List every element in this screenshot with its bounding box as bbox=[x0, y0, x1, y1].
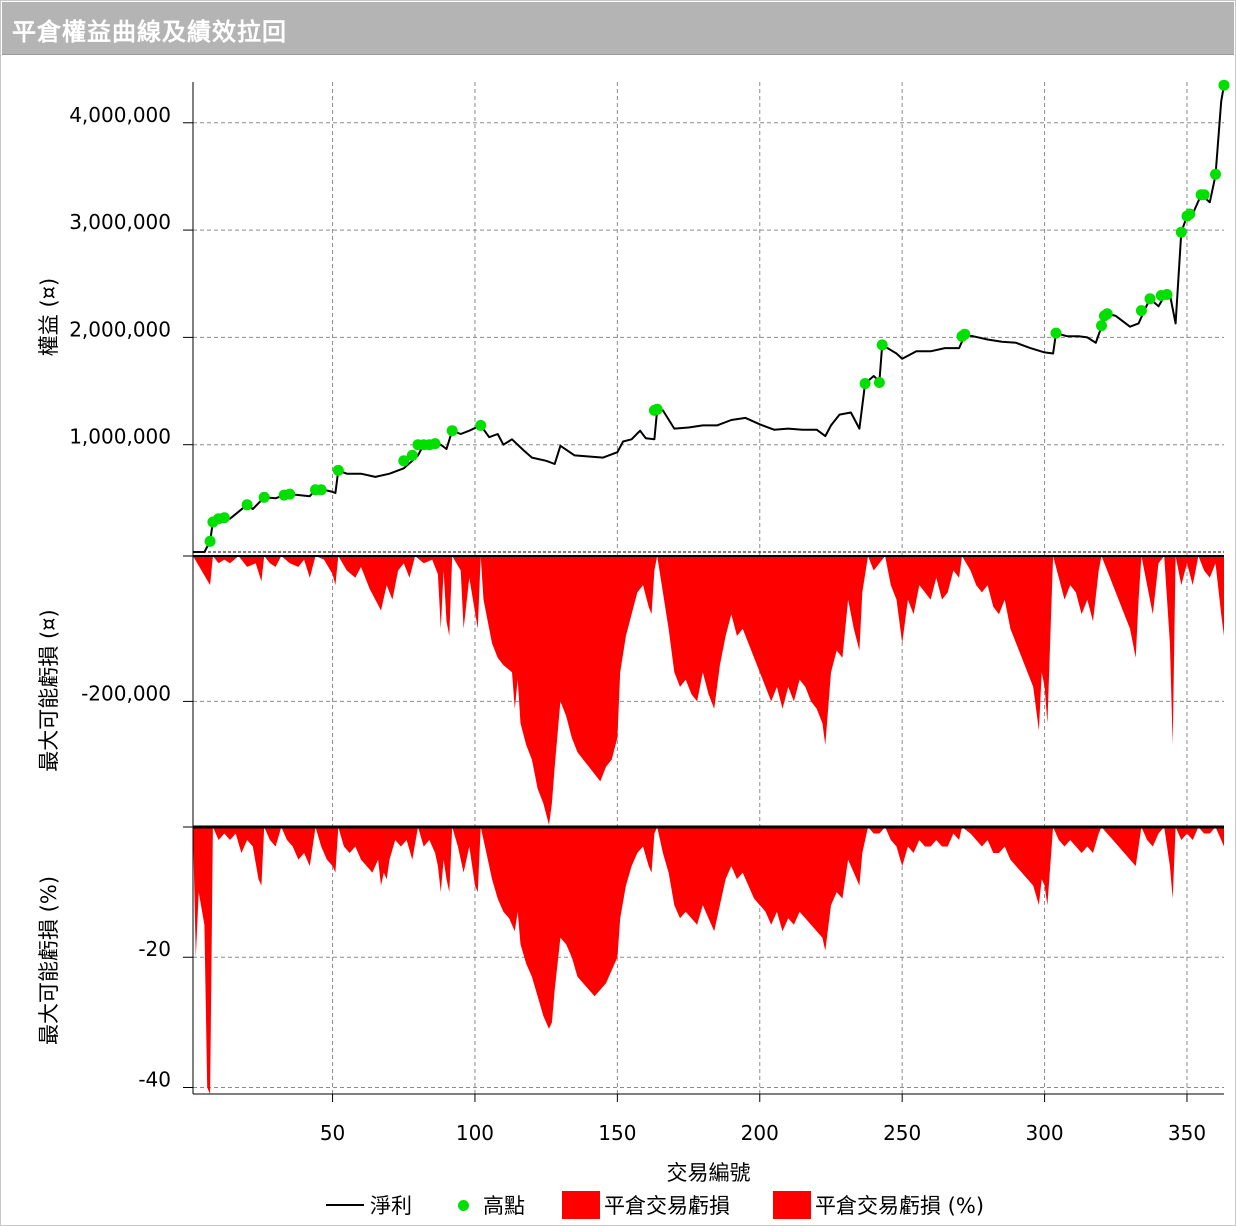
legend-label-peak: 高點 bbox=[483, 1194, 525, 1218]
title-bar: 平倉權益曲線及績效拉回 bbox=[2, 2, 1234, 55]
window-title: 平倉權益曲線及績效拉回 bbox=[12, 18, 287, 46]
peak-marker bbox=[398, 455, 410, 467]
peak-marker bbox=[1101, 308, 1113, 320]
legend-box-swatch bbox=[562, 1191, 600, 1219]
peak-marker bbox=[1210, 168, 1221, 180]
legend-item-peak: 高點 bbox=[446, 1190, 525, 1220]
drawdown-pct-area bbox=[193, 827, 1224, 1094]
y-tick-label: 2,000,000 bbox=[69, 317, 171, 341]
x-tick-label: 50 bbox=[320, 1121, 345, 1145]
peak-marker bbox=[258, 491, 270, 503]
peak-marker bbox=[1184, 208, 1196, 220]
peak-marker bbox=[475, 419, 487, 431]
peak-marker bbox=[1218, 79, 1230, 91]
y-tick-label: 3,000,000 bbox=[69, 210, 171, 234]
peak-marker bbox=[406, 449, 418, 461]
y-axis-title: 最大可能虧損 (%) bbox=[37, 876, 61, 1045]
x-tick-label: 100 bbox=[456, 1121, 494, 1145]
peak-marker bbox=[1144, 293, 1156, 305]
legend-line-swatch bbox=[326, 1204, 364, 1206]
x-tick-label: 250 bbox=[883, 1121, 921, 1145]
legend-label-net-profit: 淨利 bbox=[370, 1194, 412, 1218]
drawdown-area bbox=[193, 556, 1224, 825]
peak-marker bbox=[204, 535, 216, 547]
legend-item-net-profit: 淨利 bbox=[326, 1190, 412, 1220]
peak-marker bbox=[1050, 327, 1062, 339]
y-tick-label: -40 bbox=[138, 1067, 171, 1091]
peak-marker bbox=[218, 512, 230, 524]
peak-marker bbox=[241, 499, 253, 511]
peak-marker bbox=[429, 438, 441, 450]
equity-line bbox=[193, 85, 1225, 553]
y-tick-label: 4,000,000 bbox=[69, 103, 171, 127]
peak-marker bbox=[332, 464, 344, 476]
peak-marker bbox=[873, 377, 885, 388]
peak-marker bbox=[959, 328, 971, 340]
legend-box-swatch-pct bbox=[773, 1191, 811, 1219]
y-tick-label: -20 bbox=[138, 937, 171, 961]
legend-label-drawdown-pct: 平倉交易虧損 (%) bbox=[815, 1194, 985, 1218]
peak-marker bbox=[1198, 189, 1210, 201]
peak-marker bbox=[446, 425, 458, 437]
peak-marker bbox=[315, 484, 327, 496]
legend-item-drawdown: 平倉交易虧損 bbox=[562, 1190, 730, 1220]
x-tick-label: 200 bbox=[741, 1121, 779, 1145]
peak-marker bbox=[1135, 305, 1147, 317]
x-axis-title: 交易編號 bbox=[667, 1161, 751, 1185]
legend-label-drawdown: 平倉交易虧損 bbox=[604, 1194, 730, 1218]
y-axis-title: 權益 (¤) bbox=[37, 278, 61, 356]
peak-marker bbox=[1175, 226, 1187, 238]
peak-marker bbox=[1096, 320, 1107, 332]
legend-item-drawdown-pct: 平倉交易虧損 (%) bbox=[773, 1190, 984, 1220]
legend-dot-swatch bbox=[458, 1199, 469, 1211]
x-tick-label: 350 bbox=[1168, 1121, 1206, 1145]
y-tick-label: -200,000 bbox=[81, 681, 171, 705]
peak-marker bbox=[284, 488, 296, 500]
y-axis-title: 最大可能虧損 (¤) bbox=[37, 609, 61, 771]
y-tick-label: 1,000,000 bbox=[69, 425, 171, 449]
peak-marker bbox=[1161, 289, 1173, 300]
peak-marker bbox=[651, 403, 663, 415]
x-tick-label: 300 bbox=[1025, 1121, 1063, 1145]
x-tick-label: 150 bbox=[598, 1121, 636, 1145]
legend: 淨利 高點 平倉交易虧損 平倉交易虧損 (%) bbox=[0, 1186, 1236, 1224]
peak-marker bbox=[876, 339, 888, 351]
peak-marker bbox=[859, 378, 871, 389]
